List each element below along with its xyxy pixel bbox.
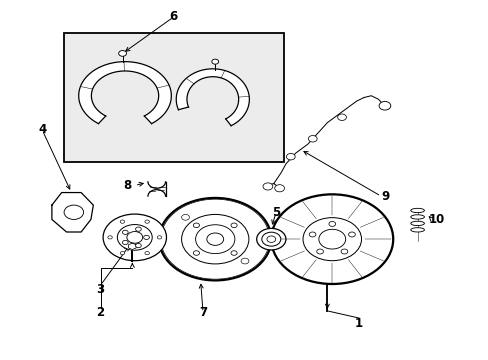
Polygon shape [79,62,171,123]
Circle shape [157,236,162,239]
Circle shape [206,233,223,246]
Circle shape [211,59,218,64]
Circle shape [193,223,199,228]
Circle shape [318,229,345,249]
Circle shape [193,251,199,255]
Circle shape [122,240,128,244]
Circle shape [161,199,269,279]
Text: 1: 1 [354,317,363,330]
Circle shape [308,135,317,142]
Text: 10: 10 [428,213,444,226]
Polygon shape [176,69,249,126]
Text: 7: 7 [199,306,207,319]
Circle shape [230,251,237,255]
Circle shape [341,249,347,254]
Circle shape [261,232,280,246]
Text: 5: 5 [271,206,280,219]
Circle shape [117,225,152,250]
Polygon shape [128,243,136,249]
Polygon shape [52,193,93,232]
Circle shape [120,252,124,255]
Ellipse shape [410,221,424,226]
Circle shape [241,258,248,264]
Circle shape [328,221,335,226]
Circle shape [230,223,237,228]
Circle shape [135,227,141,231]
Circle shape [378,102,390,110]
Circle shape [103,214,166,261]
FancyBboxPatch shape [64,33,283,162]
Circle shape [256,228,285,250]
Circle shape [122,230,128,234]
Circle shape [303,218,361,261]
Circle shape [286,153,295,160]
Circle shape [308,232,315,237]
Ellipse shape [410,228,424,232]
Ellipse shape [410,215,424,219]
Circle shape [181,215,248,264]
Circle shape [263,183,272,190]
Circle shape [181,215,189,220]
Circle shape [316,249,323,254]
Text: 8: 8 [123,179,131,192]
Circle shape [144,252,149,255]
Circle shape [119,50,126,56]
Circle shape [337,114,346,121]
Circle shape [144,220,149,223]
Circle shape [274,185,284,192]
Circle shape [271,194,392,284]
Circle shape [348,232,355,237]
Text: 2: 2 [97,306,104,319]
Circle shape [195,225,234,253]
Circle shape [143,235,149,239]
Text: 9: 9 [381,190,389,203]
Ellipse shape [410,208,424,213]
Circle shape [108,236,112,239]
Text: 6: 6 [169,10,178,23]
Text: 4: 4 [38,123,46,136]
Circle shape [64,205,83,220]
Text: 3: 3 [97,283,104,296]
Circle shape [266,236,275,242]
Circle shape [120,220,124,223]
Circle shape [135,243,141,248]
Circle shape [126,231,142,243]
